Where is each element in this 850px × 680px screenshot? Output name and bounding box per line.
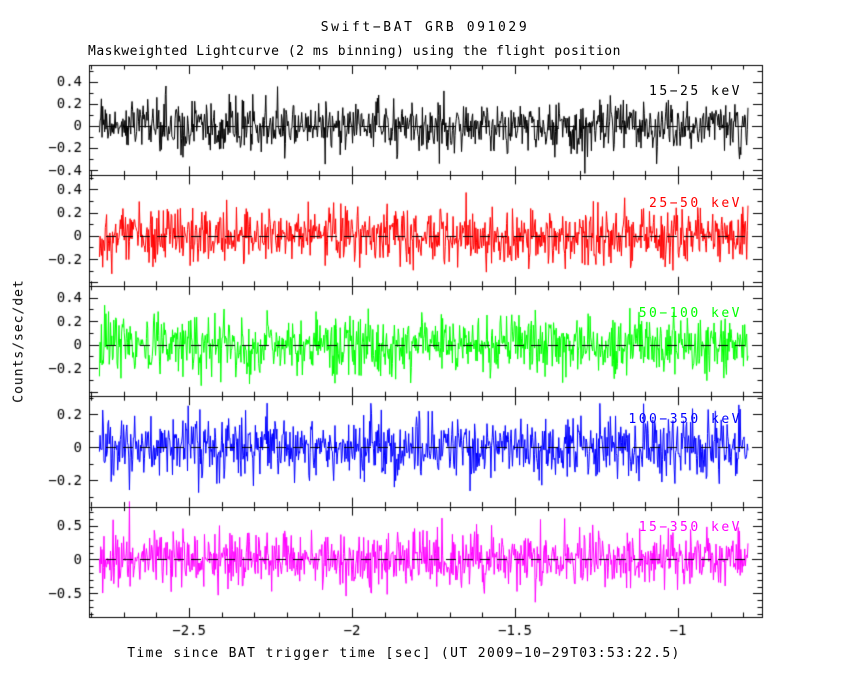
band-label-25-50-kev: 25−50 keV	[649, 196, 742, 211]
band-label-100-350-kev: 100−350 keV	[628, 412, 742, 427]
band-label-50-100-kev: 50−100 keV	[638, 306, 742, 321]
band-label-15-25-kev: 15−25 keV	[649, 84, 742, 99]
chart-title: Swift−BAT GRB 091029	[320, 20, 530, 35]
band-label-15-350-kev: 15−350 keV	[638, 520, 742, 535]
chart-subtitle: Maskweighted Lightcurve (2 ms binning) u…	[88, 44, 621, 59]
x-axis-label: Time since BAT trigger time [sec] (UT 20…	[127, 646, 681, 661]
y-axis-label: Counts/sec/det	[11, 279, 27, 403]
